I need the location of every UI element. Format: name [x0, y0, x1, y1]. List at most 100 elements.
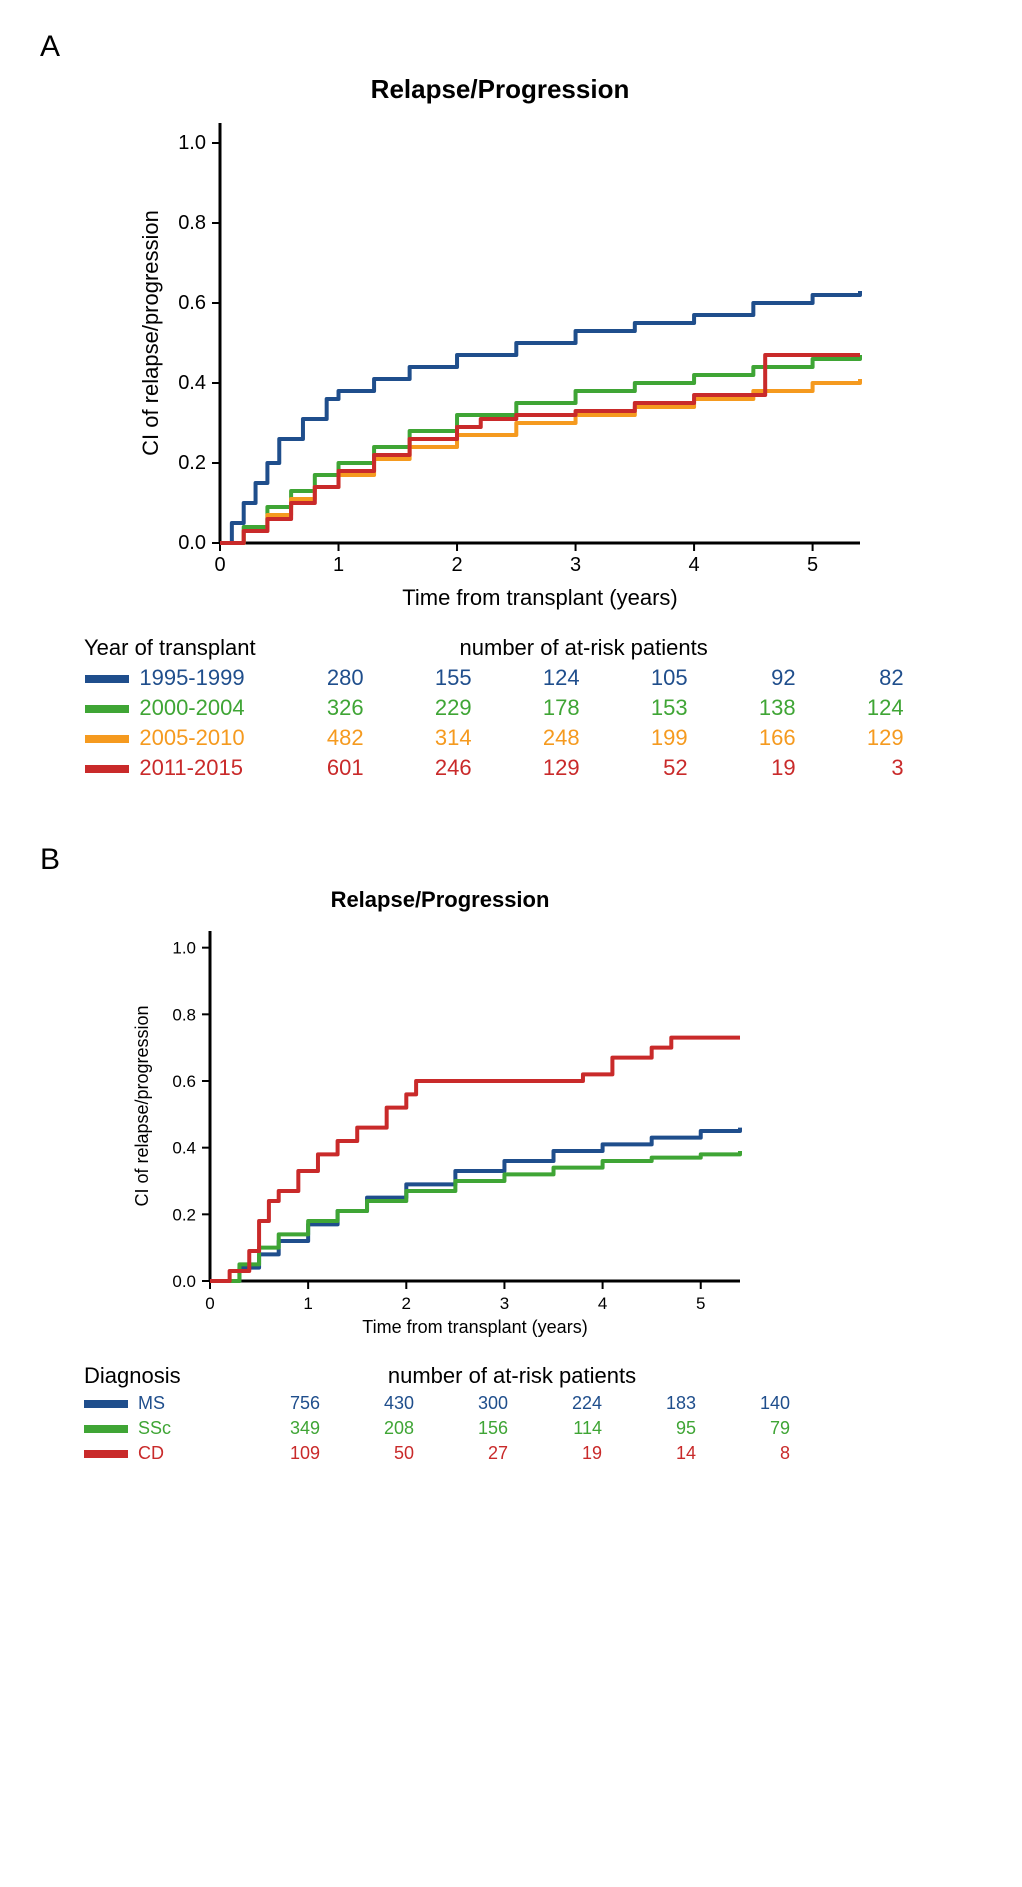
risk-count: 166: [692, 723, 800, 753]
risk-count: 52: [584, 753, 692, 783]
svg-text:0: 0: [214, 554, 225, 576]
risk-row-label: CD: [134, 1441, 230, 1466]
risk-count: 156: [418, 1416, 512, 1441]
risk-count: 109: [230, 1441, 324, 1466]
svg-text:Time from transplant (years): Time from transplant (years): [362, 1317, 587, 1337]
risk-group-header: Diagnosis: [80, 1361, 230, 1391]
risk-group-header: Year of transplant: [80, 633, 260, 663]
risk-count: 79: [700, 1416, 794, 1441]
svg-text:3: 3: [570, 554, 581, 576]
risk-count: 138: [692, 693, 800, 723]
risk-count: 224: [512, 1391, 606, 1416]
svg-text:0.8: 0.8: [178, 212, 206, 234]
risk-count-header: number of at-risk patients: [260, 633, 908, 663]
risk-count: 199: [584, 723, 692, 753]
risk-row: 1995-19992801551241059282: [80, 663, 908, 693]
panel-a-label: A: [40, 30, 982, 64]
risk-count-header: number of at-risk patients: [230, 1361, 794, 1391]
risk-count: 326: [260, 693, 368, 723]
svg-text:0: 0: [205, 1294, 214, 1313]
risk-count: 129: [800, 723, 908, 753]
risk-count: 300: [418, 1391, 512, 1416]
legend-swatch: [84, 1450, 128, 1458]
svg-text:CI of relapse/progression: CI of relapse/progression: [138, 210, 163, 456]
risk-count: 27: [418, 1441, 512, 1466]
svg-text:1: 1: [303, 1294, 312, 1313]
panel-a-chart-title: Relapse/Progression: [120, 74, 880, 105]
risk-count: 153: [584, 693, 692, 723]
risk-count: 8: [700, 1441, 794, 1466]
risk-count: 129: [476, 753, 584, 783]
risk-row: SSc3492081561149579: [80, 1416, 794, 1441]
svg-text:0.4: 0.4: [178, 372, 206, 394]
risk-row: 2011-201560124612952193: [80, 753, 908, 783]
svg-text:0.2: 0.2: [172, 1205, 196, 1224]
risk-count: 430: [324, 1391, 418, 1416]
svg-text:1.0: 1.0: [178, 132, 206, 154]
panel-b-risk-table: Diagnosisnumber of at-risk patientsMS756…: [80, 1361, 794, 1466]
risk-count: 229: [368, 693, 476, 723]
risk-count: 82: [800, 663, 908, 693]
legend-swatch: [85, 735, 129, 743]
risk-row: MS756430300224183140: [80, 1391, 794, 1416]
risk-count: 155: [368, 663, 476, 693]
risk-count: 14: [606, 1441, 700, 1466]
svg-text:2: 2: [402, 1294, 411, 1313]
panel-b-chart-title: Relapse/Progression: [120, 887, 760, 913]
legend-swatch: [84, 1400, 128, 1408]
svg-text:CI of relapse/progression: CI of relapse/progression: [132, 1005, 152, 1206]
panel-b-label: B: [40, 843, 982, 877]
risk-count: 601: [260, 753, 368, 783]
risk-count: 50: [324, 1441, 418, 1466]
risk-count: 92: [692, 663, 800, 693]
risk-row-label: 2011-2015: [135, 753, 259, 783]
risk-row: 2000-2004326229178153138124: [80, 693, 908, 723]
risk-count: 19: [692, 753, 800, 783]
svg-text:5: 5: [807, 554, 818, 576]
risk-row-label: MS: [134, 1391, 230, 1416]
risk-count: 248: [476, 723, 584, 753]
risk-count: 208: [324, 1416, 418, 1441]
risk-row-label: 1995-1999: [135, 663, 259, 693]
svg-text:Time from transplant (years): Time from transplant (years): [402, 585, 677, 610]
svg-text:0.0: 0.0: [178, 532, 206, 554]
risk-count: 124: [476, 663, 584, 693]
svg-text:5: 5: [696, 1294, 705, 1313]
svg-text:4: 4: [689, 554, 700, 576]
panel-b: B Relapse/Progression 0123450.00.20.40.6…: [40, 843, 982, 1466]
risk-row: CD109502719148: [80, 1441, 794, 1466]
risk-count: 95: [606, 1416, 700, 1441]
panel-a-chart: 0 1 2 3 4 5 0.0 0.2 0.4 0.6 0.8 1.0 Time from transp…: [120, 113, 880, 613]
svg-text:4: 4: [598, 1294, 607, 1313]
svg-text:2: 2: [451, 554, 462, 576]
risk-count: 124: [800, 693, 908, 723]
risk-count: 183: [606, 1391, 700, 1416]
svg-text:0.6: 0.6: [172, 1072, 196, 1091]
risk-row: 2005-2010482314248199166129: [80, 723, 908, 753]
risk-row-label: 2000-2004: [135, 693, 259, 723]
risk-row-label: 2005-2010: [135, 723, 259, 753]
risk-count: 246: [368, 753, 476, 783]
risk-count: 114: [512, 1416, 606, 1441]
risk-count: 19: [512, 1441, 606, 1466]
svg-text:3: 3: [500, 1294, 509, 1313]
svg-text:1: 1: [333, 554, 344, 576]
risk-count: 756: [230, 1391, 324, 1416]
panel-a-risk-table: Year of transplantnumber of at-risk pati…: [80, 633, 908, 783]
svg-text:1.0: 1.0: [172, 939, 196, 958]
panel-b-chart: 0123450.00.20.40.60.81.0Time from transp…: [120, 921, 760, 1341]
risk-count: 314: [368, 723, 476, 753]
legend-swatch: [85, 705, 129, 713]
legend-swatch: [84, 1425, 128, 1433]
risk-row-label: SSc: [134, 1416, 230, 1441]
svg-text:0.8: 0.8: [172, 1005, 196, 1024]
panel-a: A Relapse/Progression 0 1 2 3 4 5 0.0 0.2 0.4 0.6…: [40, 30, 982, 783]
svg-text:0.6: 0.6: [178, 292, 206, 314]
legend-swatch: [85, 675, 129, 683]
legend-swatch: [85, 765, 129, 773]
risk-count: 178: [476, 693, 584, 723]
risk-count: 3: [800, 753, 908, 783]
svg-text:0.2: 0.2: [178, 452, 206, 474]
risk-count: 349: [230, 1416, 324, 1441]
risk-count: 105: [584, 663, 692, 693]
